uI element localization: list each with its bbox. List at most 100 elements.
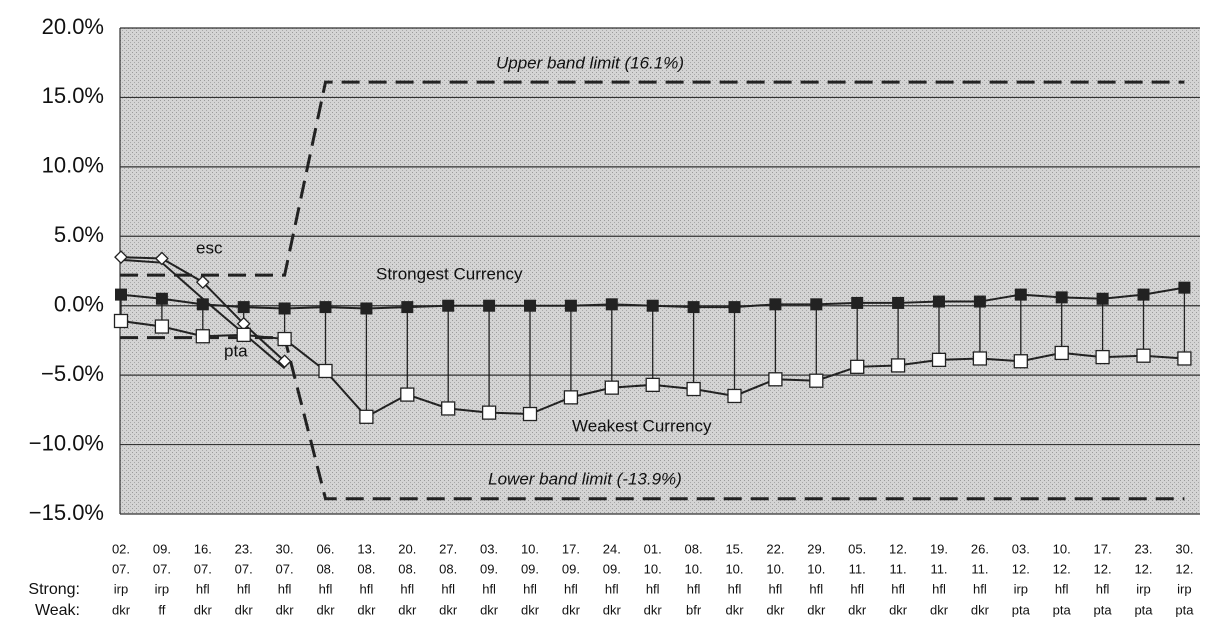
strong-label: hfl (400, 581, 414, 596)
strong-label: hfl (1096, 581, 1110, 596)
strong-label: hfl (319, 581, 333, 596)
x-tick-label: 26. (971, 541, 989, 556)
marker (1014, 288, 1027, 301)
marker (113, 313, 129, 329)
strong-label: hfl (1055, 581, 1069, 596)
strong-label: hfl (237, 581, 251, 596)
x-tick-label: 11. (930, 561, 947, 576)
x-tick-label: 20. (398, 541, 416, 556)
strong-label: irp (155, 581, 169, 596)
weak-label: dkr (603, 602, 622, 617)
marker (973, 295, 986, 308)
marker (1136, 348, 1151, 363)
x-tick-label: 07. (153, 561, 171, 576)
marker (318, 363, 333, 379)
annotation: pta (224, 341, 248, 360)
strong-label: hfl (523, 581, 537, 596)
x-tick-label: 10. (1053, 541, 1071, 556)
strong-label: irp (1136, 581, 1150, 596)
marker (114, 250, 128, 265)
row-label: Strong: (28, 581, 80, 598)
x-tick-label: 23. (235, 541, 253, 556)
x-tick-label: 11. (849, 561, 866, 576)
weak-label: dkr (766, 602, 785, 617)
y-tick-label: 20.0% (42, 14, 104, 39)
x-tick-label: 07. (235, 561, 253, 576)
weak-label: dkr (398, 602, 417, 617)
marker (1054, 345, 1069, 361)
marker (728, 301, 741, 314)
marker (277, 331, 292, 347)
x-tick-label: 12. (889, 541, 907, 556)
x-tick-label: 27. (439, 541, 457, 556)
weak-label: dkr (357, 602, 376, 617)
annotation: Weakest Currency (572, 416, 712, 435)
weak-label: pta (1175, 602, 1194, 617)
strong-label: hfl (728, 581, 742, 596)
weak-label: dkr (235, 602, 254, 617)
marker (604, 380, 619, 395)
marker (645, 377, 660, 393)
x-tick-label: 10. (644, 561, 662, 576)
marker (196, 298, 209, 311)
marker (933, 295, 945, 308)
x-tick-label: 17. (562, 541, 580, 556)
x-tick-label: 13. (357, 541, 375, 556)
x-tick-label: 22. (766, 541, 784, 556)
x-tick-label: 12. (1053, 561, 1071, 576)
x-tick-label: 24. (603, 541, 621, 556)
strong-label: hfl (891, 581, 905, 596)
marker (1055, 291, 1068, 304)
weak-label: dkr (521, 602, 540, 617)
row-label: Weak: (35, 602, 80, 619)
x-tick-label: 09. (153, 541, 171, 556)
marker (851, 296, 864, 309)
weak-label: dkr (644, 602, 663, 617)
marker (850, 359, 865, 374)
marker (442, 299, 455, 312)
x-tick-label: 07. (276, 561, 294, 576)
strong-label: irp (1177, 581, 1191, 596)
x-tick-label: 03. (1012, 541, 1030, 556)
strong-label: irp (1014, 581, 1028, 596)
x-tick-label: 08. (685, 541, 703, 556)
marker (278, 302, 291, 315)
marker (195, 275, 210, 290)
marker (892, 296, 905, 309)
x-tick-label: 02. (112, 541, 130, 556)
x-tick-label: 10. (766, 561, 784, 576)
weak-label: dkr (807, 602, 826, 617)
weak-label: dkr (194, 602, 213, 617)
marker (972, 351, 988, 366)
band-line (120, 80, 1185, 277)
x-tick-label: 15. (725, 541, 743, 556)
y-tick-label: −5.0% (41, 361, 104, 386)
marker (237, 301, 250, 314)
y-tick-label: −10.0% (29, 430, 104, 455)
x-tick-label: 10. (521, 541, 539, 556)
weak-label: dkr (276, 602, 295, 617)
marker (809, 373, 824, 388)
x-tick-label: 09. (521, 561, 539, 576)
y-tick-label: 5.0% (54, 222, 104, 247)
x-tick-label: 12. (1175, 561, 1193, 576)
x-tick-label: 09. (603, 561, 621, 576)
marker (931, 352, 947, 368)
marker (319, 301, 332, 314)
marker (441, 401, 456, 416)
strong-label: hfl (973, 581, 987, 596)
strong-label: hfl (646, 581, 660, 596)
marker (195, 329, 210, 344)
plot-area (120, 28, 1200, 514)
strong-label: hfl (809, 581, 823, 596)
strong-label: hfl (850, 581, 864, 596)
marker (277, 354, 292, 369)
x-tick-label: 16. (194, 541, 212, 556)
marker (769, 298, 782, 311)
strong-label: hfl (441, 581, 455, 596)
marker (524, 299, 536, 312)
weak-label: dkr (562, 602, 581, 617)
x-tick-label: 10. (685, 561, 703, 576)
x-tick-label: 30. (276, 541, 294, 556)
weak-label: dkr (112, 602, 131, 617)
